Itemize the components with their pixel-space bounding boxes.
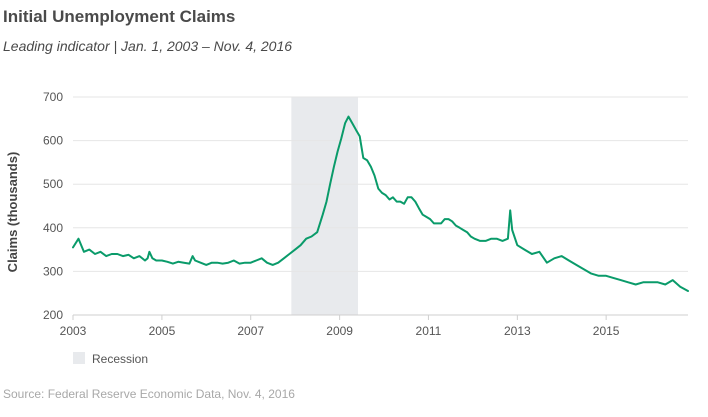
y-tick-label: 700 — [43, 90, 63, 104]
y-axis-title: Claims (thousands) — [5, 152, 20, 273]
x-tick-label: 2013 — [504, 324, 531, 338]
chart-title: Initial Unemployment Claims — [3, 7, 236, 26]
grid-layer — [73, 96, 688, 316]
y-tick-label: 400 — [43, 221, 63, 235]
y-tick-label: 200 — [43, 308, 63, 322]
x-tick-label: 2003 — [60, 324, 87, 338]
series-layer — [72, 115, 689, 292]
chart-subtitle: Leading indicator | Jan. 1, 2003 – Nov. … — [3, 38, 293, 54]
x-tick-label: 2011 — [416, 324, 442, 338]
claims-series-line — [72, 115, 689, 292]
y-tick-label: 300 — [43, 264, 63, 278]
legend-recession-swatch — [73, 352, 85, 364]
x-tick-label: 2007 — [237, 324, 264, 338]
x-tick-label: 2009 — [326, 324, 353, 338]
y-tick-label: 600 — [43, 134, 63, 148]
x-tick-label: 2015 — [593, 324, 620, 338]
source-note: Source: Federal Reserve Economic Data, N… — [3, 387, 295, 401]
x-tick-label: 2005 — [149, 324, 176, 338]
legend-recession-label: Recession — [92, 352, 148, 366]
legend: Recession — [73, 352, 148, 366]
y-tick-label: 500 — [43, 177, 63, 191]
axis-layer: 200 300 400 500 600 700 2003 2005 2007 2009 2011 20… — [43, 90, 620, 338]
